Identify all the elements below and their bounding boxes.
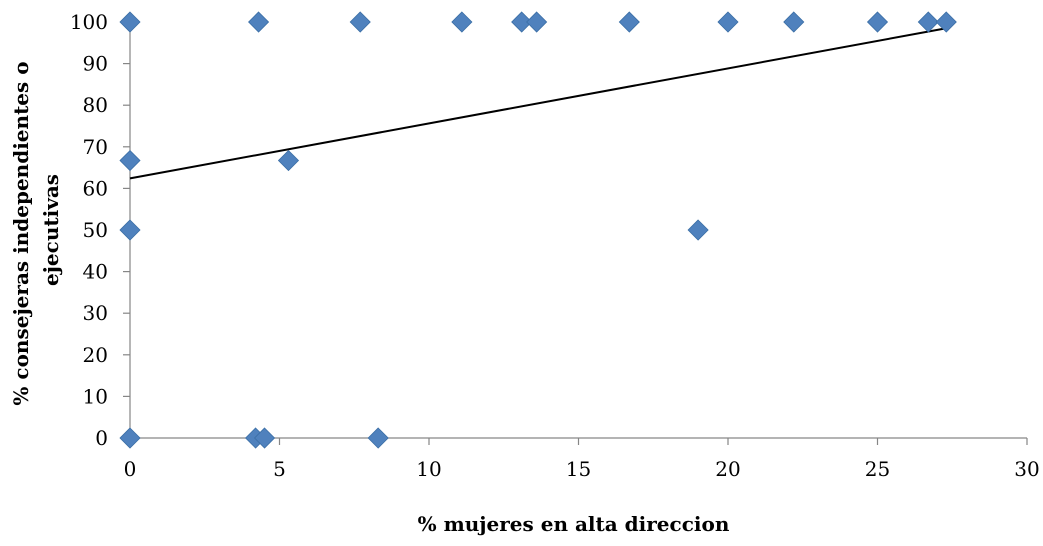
data-point xyxy=(119,427,141,449)
data-point xyxy=(783,11,805,33)
data-point xyxy=(687,219,709,241)
data-point xyxy=(277,149,300,172)
data-point xyxy=(511,11,533,33)
y-tick-label: 90 xyxy=(83,52,108,76)
y-tick-label: 0 xyxy=(95,426,108,450)
data-point xyxy=(119,11,141,33)
data-point xyxy=(717,11,739,33)
y-tick-label: 40 xyxy=(83,260,108,284)
data-point xyxy=(119,149,141,172)
y-tick-label: 80 xyxy=(83,93,108,117)
x-tick-label: 0 xyxy=(124,457,137,481)
y-tick-label: 50 xyxy=(83,218,108,242)
x-tick-label: 20 xyxy=(715,457,740,481)
x-tick-label: 5 xyxy=(273,457,286,481)
y-tick-label: 20 xyxy=(83,343,108,367)
data-points xyxy=(119,11,957,449)
data-point xyxy=(917,11,939,33)
y-tick-label: 100 xyxy=(70,10,108,34)
y-tick-label: 10 xyxy=(83,384,108,408)
data-point xyxy=(349,11,371,33)
data-point xyxy=(367,427,389,449)
data-point xyxy=(451,11,473,33)
y-tick-label: 30 xyxy=(83,301,108,325)
y-axis-title-line-2: ejecutivas xyxy=(39,174,63,286)
x-axis-ticks: 0 5 10 15 20 25 30 xyxy=(124,438,1040,481)
data-point xyxy=(935,11,957,33)
data-point xyxy=(526,11,548,33)
x-tick-label: 10 xyxy=(416,457,441,481)
data-point xyxy=(248,11,270,33)
data-point xyxy=(253,427,276,449)
y-tick-label: 70 xyxy=(83,135,108,159)
data-point xyxy=(866,11,889,33)
data-point xyxy=(618,11,640,33)
x-tick-label: 30 xyxy=(1014,457,1039,481)
y-axis-title-line-1: % consejeras independientes o xyxy=(9,61,33,405)
x-axis-title: % mujeres en alta direccion xyxy=(418,512,730,536)
x-tick-label: 15 xyxy=(566,457,591,481)
y-tick-label: 60 xyxy=(83,176,108,200)
y-axis-title: % consejeras independientes o ejecutivas xyxy=(9,54,63,405)
x-tick-label: 25 xyxy=(865,457,890,481)
y-axis-ticks: 0 10 20 30 40 50 60 70 80 90 100 xyxy=(70,10,130,450)
data-point xyxy=(119,219,141,241)
trendline xyxy=(129,27,947,180)
